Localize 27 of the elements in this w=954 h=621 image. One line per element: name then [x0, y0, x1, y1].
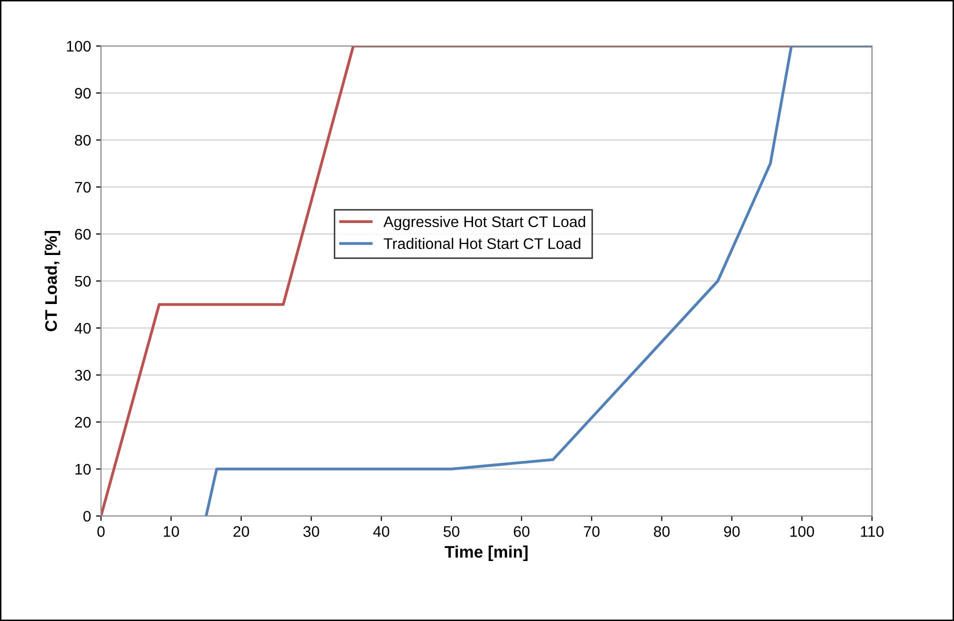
y-tick-label: 80: [74, 134, 91, 146]
x-tick-label: 20: [233, 526, 250, 537]
x-tick-label: 70: [584, 526, 600, 537]
x-axis-title: Time [min]: [444, 546, 528, 562]
y-axis-title: CT Load, [%]: [44, 231, 60, 332]
x-tick-label: 30: [303, 526, 320, 537]
legend-label: Aggressive Hot Start CT Load: [383, 216, 586, 230]
y-tick-label: 50: [74, 276, 91, 287]
y-tick-label: 90: [75, 88, 91, 99]
y-tick-label: 0: [83, 510, 91, 522]
y-tick-label: 10: [75, 464, 91, 475]
y-tick-label: 100: [66, 40, 91, 52]
y-tick-label: 60: [75, 228, 91, 240]
x-tick-label: 100: [790, 526, 814, 537]
y-tick-label: 70: [75, 182, 91, 193]
x-tick-label: 110: [860, 526, 884, 537]
x-tick-label: 40: [373, 526, 390, 537]
x-tick-label: 50: [444, 526, 460, 537]
x-tick-label: 0: [97, 526, 105, 537]
legend-label: Traditional Hot Start CT Load: [384, 238, 580, 250]
y-tick-label: 30: [74, 370, 91, 381]
x-tick-label: 10: [164, 526, 179, 537]
y-tick-label: 40: [74, 322, 91, 334]
x-tick-label: 60: [514, 526, 530, 537]
y-tick-label: 20: [75, 416, 91, 428]
x-tick-label: 90: [724, 526, 740, 537]
x-tick-label: 80: [654, 526, 670, 537]
